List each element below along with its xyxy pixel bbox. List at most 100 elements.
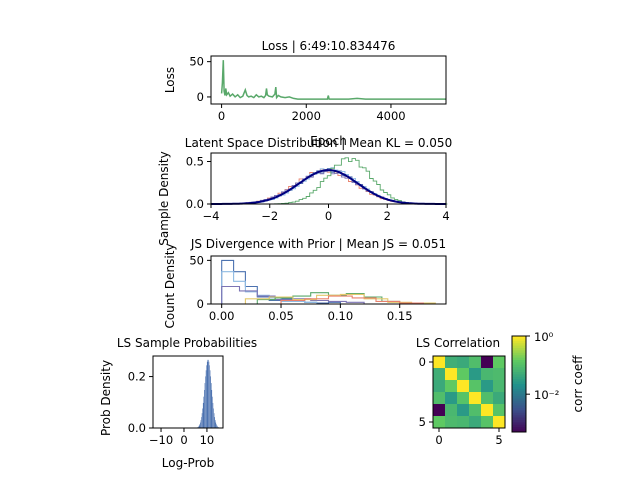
colorbar-segment	[512, 348, 526, 351]
logprob-bar	[202, 408, 203, 428]
corr-ytick-label: 5	[419, 415, 426, 429]
corr-cell	[445, 416, 458, 429]
logprob-bar	[212, 396, 213, 428]
corr-cell	[433, 356, 446, 369]
logprob-bar	[200, 422, 201, 428]
latent-ylabel: Sample Density	[157, 151, 171, 245]
corr-cell	[457, 392, 470, 405]
logprob-bar	[200, 420, 202, 428]
corr-cell	[433, 416, 446, 429]
colorbar-segment	[512, 398, 526, 402]
logprob-bar	[205, 376, 206, 428]
colorbar-segment	[512, 374, 526, 378]
corr-cell	[481, 368, 494, 381]
colorbar-segment	[512, 412, 526, 416]
colorbar-segment	[512, 405, 526, 409]
colorbar-segment	[512, 417, 526, 421]
logprob-bar	[212, 402, 214, 428]
logprob-bar	[201, 417, 202, 428]
corr-title: LS Correlation	[416, 336, 500, 350]
colorbar-segment	[512, 350, 526, 354]
loss-ytick-label: 50	[189, 55, 204, 69]
latent-xtick-label: −2	[261, 209, 278, 223]
corr-cell	[457, 380, 470, 393]
colorbar-segment	[512, 393, 526, 397]
logprob-bar	[214, 417, 215, 428]
logprob-bar	[208, 359, 209, 428]
logprob-bar	[206, 361, 208, 428]
js-hist-step	[244, 293, 436, 304]
colorbar-segment	[512, 357, 526, 361]
colorbar-segment	[512, 415, 526, 418]
logprob-panel: −10 0 10 0.0 0.2 LS Sample Probabilities Log-P…	[99, 336, 257, 470]
logprob-bar	[207, 359, 209, 428]
latent-ytick-label: 0.5	[186, 155, 204, 169]
logprob-bar	[201, 413, 203, 428]
colorbar-segment	[512, 429, 526, 433]
latent-title: Latent Space Distribution | Mean KL = 0.…	[185, 136, 452, 150]
corr-cell	[457, 356, 470, 369]
loss-title: Loss | 6:49:10.834476	[262, 39, 396, 53]
logprob-bar	[213, 408, 214, 428]
colorbar-frame	[511, 335, 527, 433]
corr-cell	[493, 380, 506, 393]
loss-ytick-label: 0	[197, 90, 204, 104]
logprob-bar	[213, 413, 215, 428]
logprob-ytick-label: 0.0	[128, 421, 146, 435]
corr-cell	[433, 380, 446, 393]
corr-cell	[445, 404, 458, 417]
colorbar-segment	[512, 388, 526, 392]
logprob-bar	[211, 389, 213, 428]
colorbar-segment	[512, 343, 526, 346]
latent-xtick-label: 2	[384, 209, 391, 223]
colorbar-segment	[512, 362, 526, 366]
corr-xtick-label: 5	[495, 433, 502, 447]
colorbar-segment	[512, 410, 526, 414]
logprob-bar	[209, 370, 211, 428]
corr-cell	[493, 392, 506, 405]
logprob-title: LS Sample Probabilities	[117, 336, 257, 350]
corr-cell	[457, 404, 470, 417]
colorbar-segment	[512, 381, 526, 385]
logprob-xtick-label: −10	[149, 433, 173, 447]
loss-xtick-label: 4000	[376, 109, 405, 123]
loss-ylabel: Loss	[163, 67, 177, 93]
latent-ytick-label: 0.0	[186, 197, 204, 211]
js-ytick-label: 0	[197, 297, 204, 311]
colorbar-segment	[512, 422, 526, 426]
logprob-xtick-label: 0	[180, 433, 187, 447]
logprob-bar	[208, 361, 210, 428]
colorbar-segment	[512, 340, 526, 344]
colorbar-segment	[512, 420, 526, 423]
corr-cell	[493, 356, 506, 369]
logprob-bar	[210, 376, 211, 428]
colorbar-tick-label: 10⁰	[534, 330, 554, 344]
js-xtick-label: 0.15	[387, 309, 413, 323]
js-xtick-label: 0.10	[328, 309, 354, 323]
logprob-bar	[215, 422, 217, 428]
colorbar-segment	[512, 352, 526, 356]
logprob-bar	[204, 383, 206, 428]
corr-xtick-label: 0	[435, 433, 442, 447]
colorbar-segment	[512, 386, 526, 390]
colorbar-segment	[512, 372, 526, 375]
colorbar-segment	[512, 360, 526, 363]
js-title: JS Divergence with Prior | Mean JS = 0.0…	[190, 237, 446, 251]
colorbar-tick-label: 10⁻²	[534, 388, 559, 402]
colorbar-segment	[512, 424, 526, 428]
logprob-bar	[216, 424, 217, 428]
logprob-bar	[199, 424, 201, 428]
corr-cell	[481, 392, 494, 405]
loss-panel: 0 2000 4000 0 50 Loss | 6:49:10.834476 Epoch Lo…	[163, 39, 447, 148]
loss-xtick-label: 2000	[292, 109, 321, 123]
logprob-bar	[198, 425, 200, 428]
js-frame	[210, 255, 447, 305]
logprob-bar	[210, 383, 212, 428]
corr-cell	[469, 416, 482, 429]
logprob-bar	[202, 402, 204, 428]
js-ytick-label: 50	[189, 253, 204, 267]
corr-cell	[493, 368, 506, 381]
loss-xtick-label: 0	[218, 109, 225, 123]
logprob-bar	[204, 389, 205, 428]
